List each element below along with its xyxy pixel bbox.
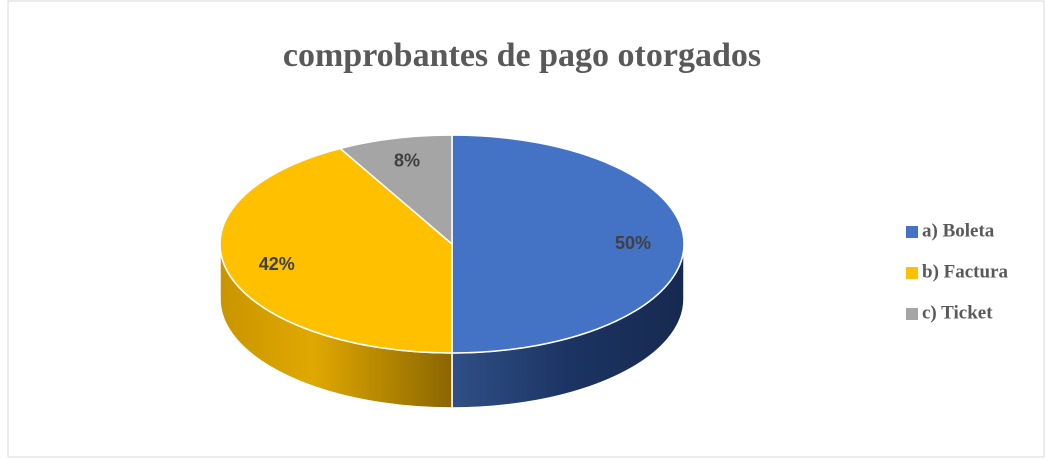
legend-label: a) Boleta	[922, 220, 995, 241]
legend-label: b) Factura	[922, 261, 1009, 282]
legend-swatch	[906, 308, 918, 320]
data-label: 8%	[394, 150, 420, 170]
chart-title: comprobantes de pago otorgados	[283, 37, 761, 74]
pie-slice	[219, 147, 453, 354]
pie-slice	[338, 134, 453, 246]
pie-slice	[451, 134, 685, 354]
data-label: 50%	[615, 233, 651, 253]
legend-swatch	[906, 226, 918, 238]
legend-label: c) Ticket	[922, 302, 993, 323]
data-label: 42%	[259, 254, 295, 274]
legend-swatch	[906, 267, 918, 279]
